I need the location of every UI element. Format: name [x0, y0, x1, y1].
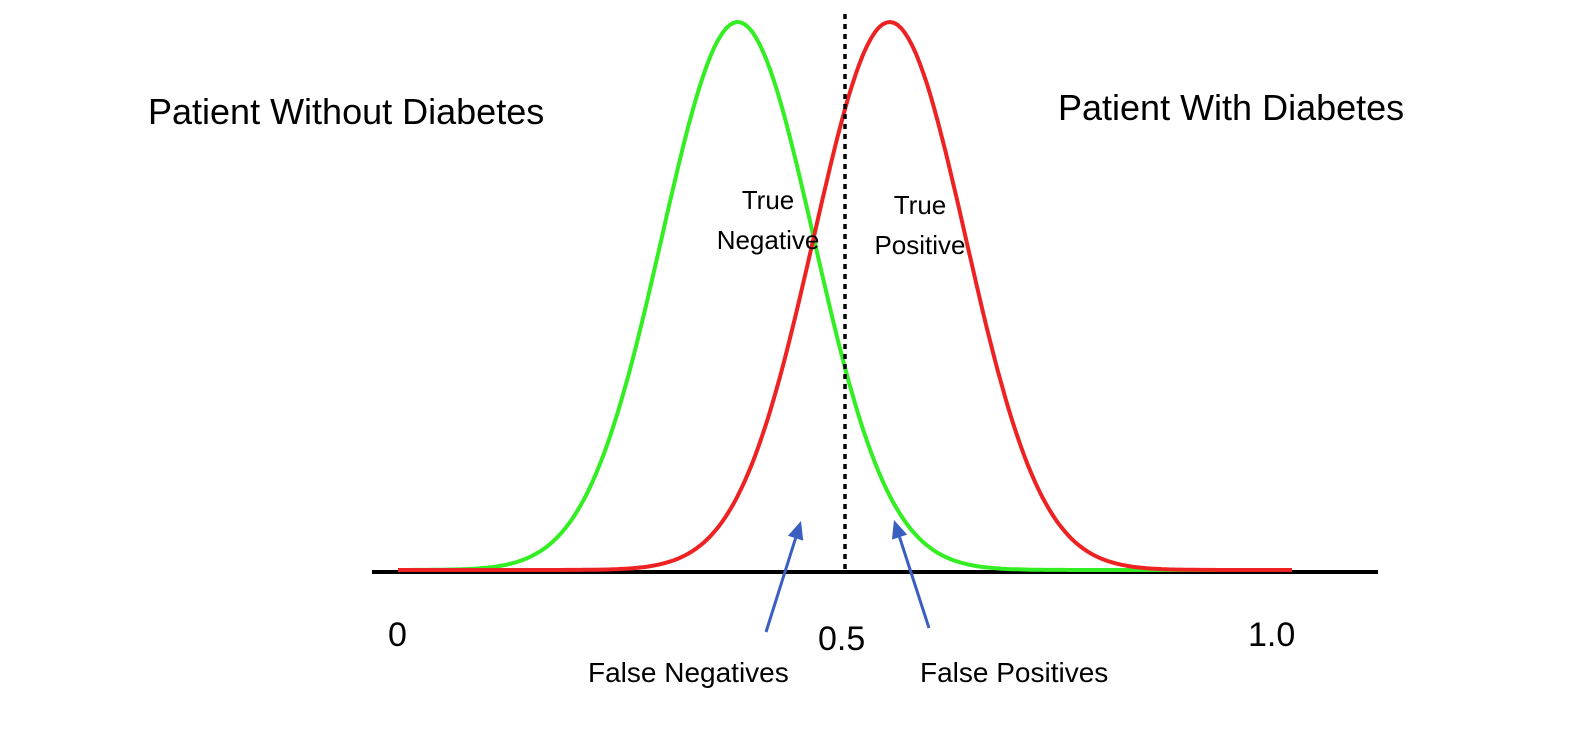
- label-true-negative: True Negative: [698, 180, 838, 261]
- arrow-shaft: [764, 537, 798, 633]
- tick-label-0-5: 0.5: [818, 620, 866, 658]
- true-negative-line2: Negative: [716, 225, 820, 256]
- arrow-head: [891, 520, 908, 540]
- curve-with-diabetes: [398, 19, 1292, 572]
- label-patient-without-diabetes: Patient Without Diabetes: [148, 91, 545, 132]
- false-negatives-arrow: [764, 521, 804, 633]
- tick-label-0: 0: [388, 616, 407, 654]
- true-negative-line1: True: [741, 185, 795, 215]
- false-positives-arrow: [891, 520, 931, 629]
- arrow-head: [787, 521, 804, 541]
- tick-label-1-0: 1.0: [1248, 616, 1296, 654]
- arrow-shaft: [898, 536, 931, 629]
- label-false-positives: False Positives: [920, 657, 1109, 688]
- true-positive-line2: Positive: [874, 230, 966, 261]
- true-positive-line1: True: [893, 190, 947, 220]
- label-false-negatives: False Negatives: [588, 657, 789, 688]
- label-true-positive: True Positive: [852, 185, 988, 266]
- label-patient-with-diabetes: Patient With Diabetes: [1058, 87, 1405, 128]
